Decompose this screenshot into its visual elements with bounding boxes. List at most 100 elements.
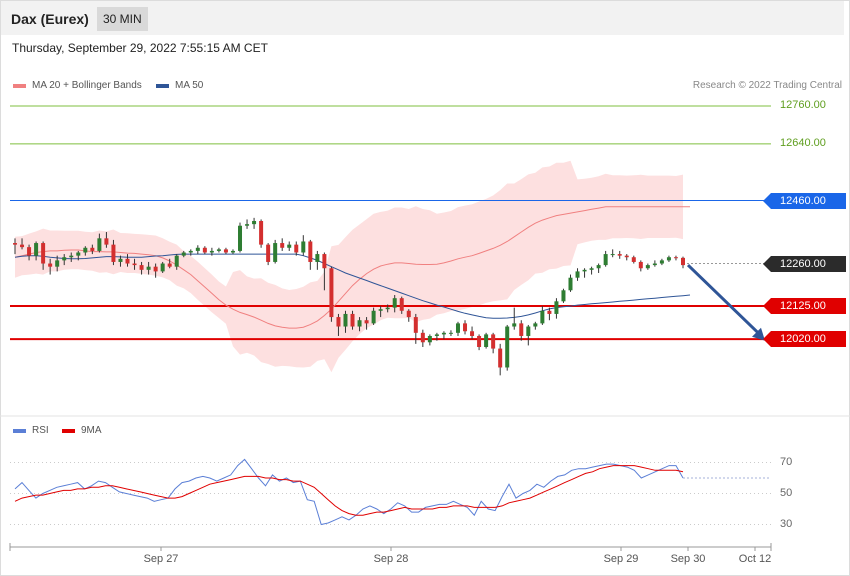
candle-body xyxy=(554,301,559,314)
candle xyxy=(652,260,657,267)
candle-body xyxy=(41,243,46,264)
candle-body xyxy=(209,250,214,253)
candle-body xyxy=(280,243,285,248)
timeframe-button[interactable]: 30 MIN xyxy=(97,7,148,31)
candle-body xyxy=(174,255,179,267)
candle xyxy=(280,238,285,251)
candle-body xyxy=(498,348,503,368)
candle-body xyxy=(610,254,615,256)
candle-body xyxy=(385,307,390,310)
candle xyxy=(174,254,179,270)
candle xyxy=(139,261,144,275)
candle xyxy=(434,332,439,341)
candle xyxy=(132,258,137,270)
candle xyxy=(153,263,158,278)
candle xyxy=(463,320,468,335)
candle xyxy=(202,246,207,255)
candle xyxy=(617,250,622,259)
candle-body xyxy=(420,332,425,343)
candle xyxy=(638,260,643,272)
candle xyxy=(477,334,482,351)
candle xyxy=(526,324,531,346)
candle-body xyxy=(252,221,257,225)
candle xyxy=(554,298,559,319)
candle xyxy=(315,250,320,270)
chart-header: Dax (Eurex) 30 MIN xyxy=(1,1,844,35)
candle-body xyxy=(575,271,580,278)
candle-body xyxy=(477,335,482,347)
candle-body xyxy=(364,320,369,324)
candle xyxy=(294,241,299,256)
candle-body xyxy=(638,261,643,269)
rsi-swatch xyxy=(13,428,26,433)
candle xyxy=(575,268,580,281)
candle xyxy=(322,252,327,291)
candle-body xyxy=(505,326,510,368)
candle-body xyxy=(167,263,172,267)
candle-body xyxy=(336,317,341,327)
candle xyxy=(287,241,292,251)
projection-arrowhead xyxy=(752,327,765,341)
candle xyxy=(666,255,671,262)
level-label: 12760.00 xyxy=(780,99,826,112)
candle xyxy=(645,263,650,270)
candle xyxy=(427,334,432,346)
ma50-legend-label: MA 50 xyxy=(175,80,204,91)
candle xyxy=(20,238,25,250)
candle-body xyxy=(139,265,144,270)
candle xyxy=(13,238,17,255)
candle xyxy=(230,249,235,255)
candle xyxy=(357,317,362,332)
candle-body xyxy=(441,332,446,335)
timestamp: Thursday, September 29, 2022 7:55:15 AM … xyxy=(12,41,268,55)
candle-body xyxy=(322,254,327,269)
candle xyxy=(97,233,102,253)
candle-body xyxy=(617,254,622,256)
candle-body xyxy=(287,244,292,248)
candle-body xyxy=(202,247,207,253)
legend-ma50: MA 50 xyxy=(156,80,203,91)
candle-body xyxy=(533,323,538,327)
candle xyxy=(582,268,587,278)
candle xyxy=(498,343,503,376)
candle-body xyxy=(188,250,193,253)
candle-body xyxy=(76,252,81,256)
candle xyxy=(62,254,67,266)
ma9-swatch xyxy=(62,428,75,433)
candle-body xyxy=(484,334,489,347)
candle xyxy=(420,329,425,347)
rsi-tick-label: 70 xyxy=(780,455,793,468)
candle-body xyxy=(666,257,671,261)
candle-body xyxy=(315,254,320,262)
candle-body xyxy=(301,241,306,253)
candle-body xyxy=(97,238,102,251)
candle-body xyxy=(55,260,60,267)
candle-body xyxy=(463,323,468,332)
candle-body xyxy=(589,268,594,270)
candle-body xyxy=(118,258,123,262)
ma50-swatch xyxy=(156,83,169,88)
candle-body xyxy=(153,266,158,272)
candle-body xyxy=(216,249,221,251)
candle xyxy=(596,263,601,273)
candle-body xyxy=(645,265,650,269)
candle-body xyxy=(491,334,496,349)
candle xyxy=(111,239,116,266)
candle xyxy=(624,254,629,261)
candle xyxy=(76,250,81,261)
candle-body xyxy=(20,244,25,248)
candle-body xyxy=(13,243,17,245)
candle xyxy=(69,252,74,262)
rsi-tick-label: 30 xyxy=(780,517,793,530)
legend-9ma: 9MA xyxy=(62,425,102,436)
rsi-tick-label: 50 xyxy=(780,486,793,499)
candle-body xyxy=(27,247,32,256)
candle-body xyxy=(561,290,566,302)
candle xyxy=(413,313,418,344)
candle xyxy=(540,306,545,325)
rsi-line xyxy=(14,458,684,526)
candle-body xyxy=(238,225,243,251)
candle-body xyxy=(631,257,636,262)
level-label: 12640.00 xyxy=(780,136,826,149)
candle-body xyxy=(378,309,383,311)
